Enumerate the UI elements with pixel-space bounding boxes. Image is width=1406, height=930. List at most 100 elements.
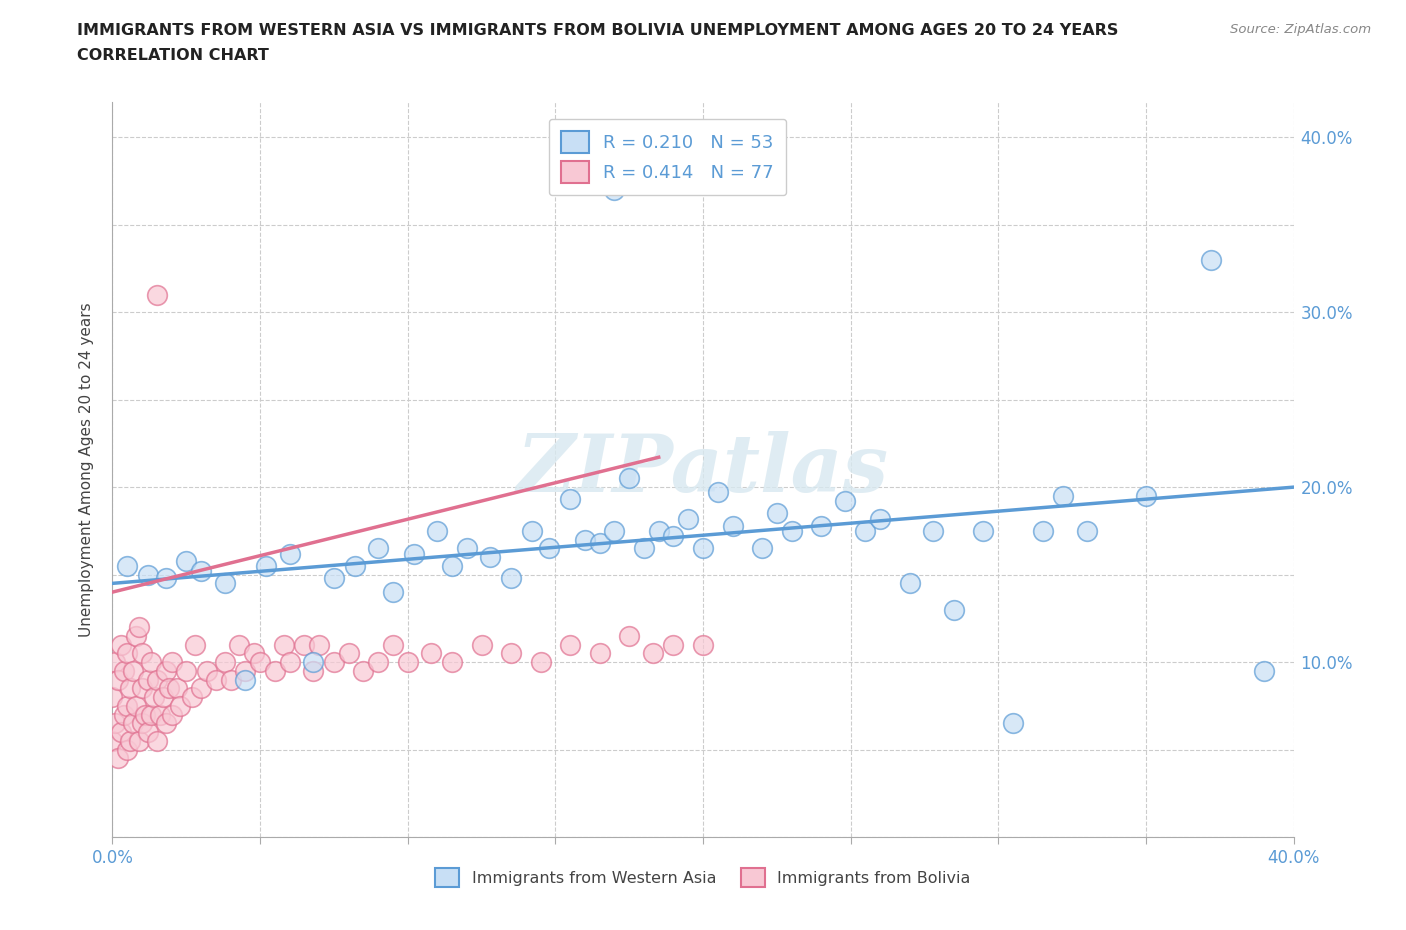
Point	[136, 724, 159, 739]
Point	[233, 663, 256, 678]
Point	[190, 681, 212, 696]
Point	[501, 571, 523, 586]
Point	[155, 716, 177, 731]
Point	[155, 571, 177, 586]
Point	[1199, 252, 1222, 267]
Point	[112, 707, 135, 722]
Point	[122, 716, 145, 731]
Point	[538, 541, 561, 556]
Point	[110, 724, 132, 739]
Point	[1052, 488, 1074, 503]
Point	[396, 655, 419, 670]
Point	[136, 672, 159, 687]
Point	[662, 528, 685, 543]
Point	[780, 524, 803, 538]
Point	[219, 672, 242, 687]
Point	[125, 629, 148, 644]
Point	[233, 672, 256, 687]
Point	[122, 663, 145, 678]
Point	[382, 637, 405, 652]
Point	[228, 637, 250, 652]
Point	[134, 707, 156, 722]
Point	[190, 564, 212, 578]
Text: ZIPatlas: ZIPatlas	[517, 431, 889, 509]
Point	[195, 663, 218, 678]
Point	[128, 619, 150, 634]
Y-axis label: Unemployment Among Ages 20 to 24 years: Unemployment Among Ages 20 to 24 years	[79, 302, 94, 637]
Point	[136, 567, 159, 582]
Point	[302, 663, 325, 678]
Point	[243, 646, 266, 661]
Point	[942, 602, 965, 617]
Point	[558, 637, 582, 652]
Point	[420, 646, 443, 661]
Text: IMMIGRANTS FROM WESTERN ASIA VS IMMIGRANTS FROM BOLIVIA UNEMPLOYMENT AMONG AGES : IMMIGRANTS FROM WESTERN ASIA VS IMMIGRAN…	[77, 23, 1119, 38]
Point	[402, 546, 425, 561]
Point	[120, 734, 142, 749]
Point	[292, 637, 315, 652]
Point	[112, 663, 135, 678]
Point	[131, 681, 153, 696]
Point	[110, 637, 132, 652]
Point	[117, 742, 138, 757]
Point	[181, 690, 204, 705]
Point	[125, 698, 148, 713]
Point	[603, 182, 626, 197]
Point	[308, 637, 330, 652]
Point	[456, 541, 478, 556]
Point	[619, 629, 641, 644]
Point	[678, 512, 700, 526]
Point	[692, 541, 714, 556]
Point	[382, 585, 405, 600]
Point	[973, 524, 995, 538]
Point	[352, 663, 374, 678]
Point	[139, 655, 162, 670]
Point	[441, 558, 464, 573]
Point	[214, 576, 236, 591]
Point	[160, 707, 183, 722]
Point	[131, 646, 153, 661]
Point	[146, 734, 169, 749]
Point	[101, 690, 124, 705]
Point	[441, 655, 464, 670]
Point	[249, 655, 271, 670]
Text: Source: ZipAtlas.com: Source: ZipAtlas.com	[1230, 23, 1371, 36]
Point	[367, 541, 389, 556]
Point	[128, 734, 150, 749]
Point	[337, 646, 360, 661]
Point	[101, 734, 124, 749]
Point	[157, 681, 180, 696]
Point	[810, 518, 832, 533]
Point	[278, 655, 301, 670]
Point	[1001, 716, 1024, 731]
Point	[633, 541, 655, 556]
Point	[588, 536, 610, 551]
Point	[834, 494, 856, 509]
Point	[1135, 488, 1157, 503]
Point	[214, 655, 236, 670]
Point	[146, 287, 169, 302]
Point	[184, 637, 207, 652]
Point	[104, 655, 127, 670]
Point	[155, 663, 177, 678]
Point	[117, 646, 138, 661]
Point	[117, 558, 138, 573]
Point	[692, 637, 714, 652]
Point	[174, 553, 197, 568]
Point	[426, 524, 449, 538]
Point	[160, 655, 183, 670]
Point	[323, 655, 346, 670]
Point	[117, 698, 138, 713]
Point	[273, 637, 295, 652]
Point	[152, 690, 174, 705]
Point	[166, 681, 188, 696]
Point	[205, 672, 228, 687]
Point	[869, 512, 891, 526]
Legend: Immigrants from Western Asia, Immigrants from Bolivia: Immigrants from Western Asia, Immigrants…	[427, 859, 979, 896]
Point	[662, 637, 685, 652]
Point	[120, 681, 142, 696]
Point	[169, 698, 191, 713]
Point	[104, 716, 127, 731]
Point	[603, 524, 626, 538]
Point	[278, 546, 301, 561]
